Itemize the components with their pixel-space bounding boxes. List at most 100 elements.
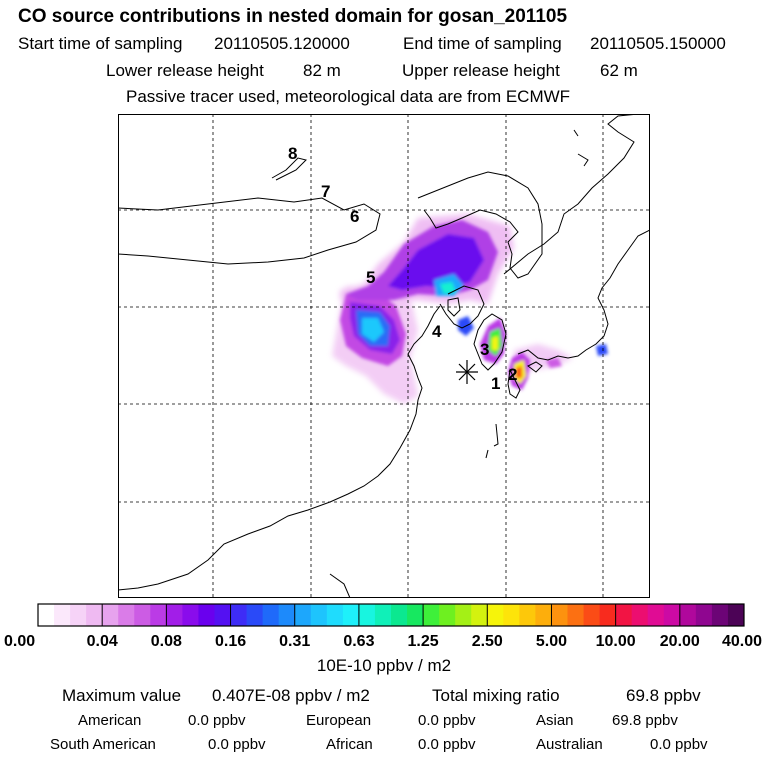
colorbar-swatch [407,604,424,626]
trajectory-label-5: 5 [366,268,375,287]
trajectory-label-1: 1 [491,374,500,393]
concentration-field [332,214,608,404]
colorbar-swatch [326,604,344,626]
region-name-african: African [326,736,373,753]
colorbar-tick-label: 0.31 [279,633,310,650]
end-time-value: 20110505.150000 [590,34,726,53]
colorbar-swatch [551,604,568,626]
colorbar-tick-label: 5.00 [536,633,567,650]
tracer-note: Passive tracer used, meteorological data… [126,87,571,106]
colorbar-swatch [631,604,649,626]
colorbar-frame [37,603,745,627]
region-value-european: 0.0 ppbv [418,712,476,729]
colorbar-swatch [567,604,585,626]
colorbar-swatch [455,604,472,626]
colorbar-tick-label: 0.08 [151,633,182,650]
region-value-australian: 0.0 ppbv [650,736,708,753]
colorbar-swatch [647,604,665,626]
total-mixing-label: Total mixing ratio [432,686,560,705]
region-value-african: 0.0 ppbv [418,736,476,753]
colorbar: 0.00 0.04 0.08 0.16 0.31 0.63 1.25 2.50 5.00 10.0… [4,603,762,650]
colorbar-swatch [310,604,328,626]
colorbar-tick-label: 0.04 [87,633,118,650]
end-time-label: End time of sampling [403,34,562,53]
colorbar-swatch [663,604,681,626]
colorbar-swatch [358,604,376,626]
trajectory-label-3: 3 [480,340,489,359]
source-contribution-map: 1 2 3 4 5 6 7 8 [118,114,650,598]
colorbar-swatch [278,604,296,626]
colorbar-tick-label: 0.63 [343,633,374,650]
upper-height-label: Upper release height [402,61,560,80]
colorbar-swatch [583,604,601,626]
colorbar-tick-label: 0.16 [215,633,246,650]
map-frame [118,114,650,598]
colorbar-swatch [487,604,504,626]
region-value-south-american: 0.0 ppbv [208,736,266,753]
trajectory-labels: 1 2 3 4 5 6 7 8 [288,144,517,393]
region-value-american: 0.0 ppbv [188,712,246,729]
colorbar-swatch [727,604,745,626]
region-name-south-american: South American [50,736,156,753]
colorbar-swatch [391,604,408,626]
region-name-asian: Asian [536,712,574,729]
colorbar-swatch [615,604,633,626]
colorbar-swatch [230,604,248,626]
colorbar-swatch [38,604,55,626]
start-time-value: 20110505.120000 [214,34,350,53]
trajectory-label-2: 2 [508,365,517,384]
colorbar-swatch [102,604,119,626]
colorbar-swatch [198,604,215,626]
colorbar-swatch [166,604,183,626]
colorbar-tick-label: 1.25 [408,633,439,650]
colorbar-tick-label: 10.00 [596,633,636,650]
colorbar-swatch [535,604,552,626]
region-name-australian: Australian [536,736,603,753]
total-mixing-value: 69.8 ppbv [626,686,701,705]
colorbar-swatch [214,604,232,626]
colorbar-swatch [86,604,103,626]
page-title: CO source contributions in nested domain… [18,6,568,27]
colorbar-swatch [503,604,520,626]
colorbar-swatches [38,604,745,626]
region-name-american: American [78,712,142,729]
colorbar-swatch [246,604,264,626]
colorbar-swatch [134,604,151,626]
colorbar-swatch [599,604,617,626]
trajectory-label-4: 4 [432,322,442,341]
start-time-label: Start time of sampling [18,34,183,53]
colorbar-swatch [695,604,713,626]
colorbar-tick-label: 20.00 [660,633,700,650]
colorbar-swatch [70,604,87,626]
max-value: 0.407E-08 ppbv / m2 [212,686,370,705]
colorbar-swatch [439,604,456,626]
colorbar-swatch [679,604,697,626]
graticule [118,114,650,598]
colorbar-swatch [342,604,360,626]
trajectory-label-7: 7 [321,182,330,201]
colorbar-swatch [711,604,729,626]
trajectory-label-8: 8 [288,144,297,163]
colorbar-tick-label: 40.00 [722,633,762,650]
colorbar-swatch [182,604,199,626]
colorbar-tick-label: 2.50 [472,633,503,650]
region-value-asian: 69.8 ppbv [612,712,678,729]
coastlines [118,114,650,598]
colorbar-swatch [471,604,488,626]
colorbar-tick-label: 0.00 [4,633,35,650]
receptor-marker [456,360,478,384]
lower-height-label: Lower release height [106,61,264,80]
upper-height-value: 62 m [600,61,638,80]
colorbar-swatch [118,604,135,626]
colorbar-swatch [374,604,392,626]
colorbar-swatch [54,604,71,626]
region-name-european: European [306,712,372,729]
lower-height-value: 82 m [303,61,341,80]
colorbar-swatch [262,604,280,626]
colorbar-swatch [150,604,167,626]
colorbar-swatch [519,604,536,626]
colorbar-swatch [294,604,312,626]
colorbar-tick-labels: 0.00 0.04 0.08 0.16 0.31 0.63 1.25 2.50 5.00 10.0… [4,633,762,650]
colorbar-unit: 10E-10 ppbv / m2 [316,656,452,675]
colorbar-swatch [423,604,440,626]
